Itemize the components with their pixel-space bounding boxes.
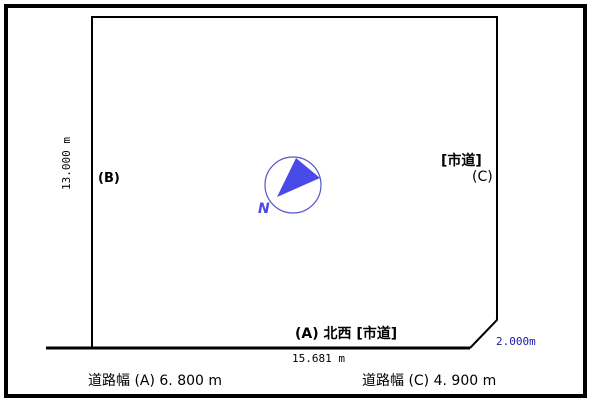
bottom-frontage-dimension: 15.681 m <box>292 352 345 365</box>
drawing-frame <box>4 4 587 398</box>
north-compass-icon <box>264 156 322 214</box>
north-label: N <box>258 201 270 217</box>
label-b: (B) <box>98 171 120 186</box>
corner-cut-dimension: 2.000m <box>496 335 536 348</box>
city-road-bracket-label: [市道] <box>441 153 482 169</box>
lot-boundary <box>91 16 498 349</box>
label-c: (C) <box>472 169 493 185</box>
road-width-a: 道路幅 (A) 6. 800 m <box>88 373 223 389</box>
road-width-c: 道路幅 (C) 4. 900 m <box>362 373 497 389</box>
road-a-label: (A) 北西 [市道] <box>295 326 398 342</box>
left-frontage-dimension: 13.000 m <box>60 137 73 190</box>
